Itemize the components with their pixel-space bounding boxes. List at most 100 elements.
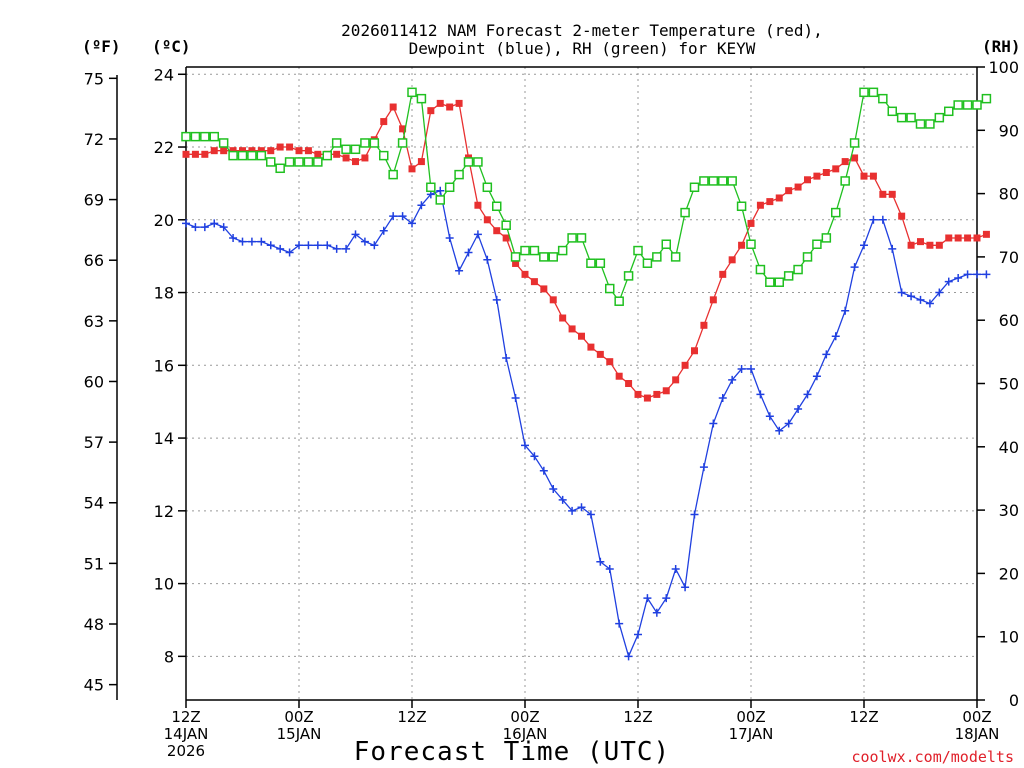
credit-text: coolwx.com/modelts: [851, 748, 1014, 766]
rh-point: [379, 150, 389, 161]
dewpoint-point: [615, 619, 624, 628]
rh-point: [294, 157, 304, 167]
rh-unit-label: (RH): [982, 37, 1021, 56]
fahrenheit-unit-label: (ºF): [82, 37, 121, 56]
dewpoint-point: [266, 241, 275, 250]
temperature-point: [954, 234, 962, 242]
dewpoint-point: [351, 230, 360, 239]
rh-point: [237, 150, 248, 161]
temperature-point: [898, 212, 906, 220]
dewpoint-point: [191, 223, 200, 232]
rh-point: [661, 239, 671, 249]
rh-point: [831, 207, 841, 218]
temperature-point: [643, 394, 651, 402]
dewpoint-point: [888, 244, 897, 253]
temperature-point: [832, 165, 840, 173]
dewpoint-point: [812, 372, 821, 381]
dewpoint-point: [860, 241, 868, 250]
dewpoint-point: [323, 241, 332, 250]
rh-point: [774, 277, 784, 287]
rh-point: [200, 131, 210, 142]
temperature-point: [540, 285, 548, 293]
fahrenheit-tick-label: 54: [84, 494, 104, 513]
time-tick-label: 12Z: [623, 708, 652, 726]
temperature-point: [691, 347, 698, 355]
time-tick-label: 18JAN: [955, 725, 1000, 743]
temperature-point: [982, 230, 990, 238]
celsius-axis: 8 10 12 14 16 18 20 22 24: [154, 65, 186, 666]
rh-point: [887, 106, 897, 117]
dewpoint-point: [530, 452, 539, 461]
temperature-point: [653, 390, 661, 398]
series-group: [181, 87, 992, 661]
fahrenheit-tick-label: 51: [84, 554, 104, 573]
temperature-point: [719, 270, 727, 278]
temperature-point: [342, 154, 350, 162]
temperature-point: [248, 147, 256, 155]
dewpoint-point: [831, 332, 840, 341]
rh-point: [539, 252, 549, 262]
dewpoint-point: [238, 237, 247, 246]
dewpoint-point: [539, 466, 548, 475]
temperature-point: [766, 198, 774, 206]
dewpoint-point: [521, 441, 529, 450]
dewpoint-point: [944, 277, 953, 286]
temperature-point: [436, 99, 444, 107]
dewpoint-point: [549, 485, 558, 493]
rh-tick-label: 30: [999, 501, 1019, 520]
rh-point: [689, 182, 700, 193]
rh-point: [896, 112, 907, 123]
rh-point: [765, 277, 775, 287]
time-tick-label: 00Z: [284, 708, 313, 726]
rh-line: [186, 91, 987, 303]
dewpoint-point: [897, 288, 906, 297]
rh-tick-label: 70: [999, 248, 1019, 267]
temperature-point: [512, 259, 520, 267]
rh-point: [407, 87, 417, 98]
temperature-point: [681, 361, 689, 369]
rh-point: [849, 138, 860, 148]
rh-point: [190, 131, 201, 142]
temperature-point: [333, 150, 341, 158]
dewpoint-point: [737, 364, 746, 373]
rh-point: [708, 176, 719, 186]
rh-tick-label: 40: [999, 438, 1019, 457]
rh-point: [642, 258, 653, 268]
temperature-point: [869, 172, 877, 180]
rh-series: [181, 87, 992, 306]
temperature-point: [389, 103, 397, 111]
rh-axis: 0 10 20 30 40 50 60 70 80 90 100: [977, 58, 1019, 710]
rh-point: [614, 296, 624, 306]
temperature-point: [964, 234, 972, 242]
dewpoint-point: [586, 510, 595, 519]
rh-point: [906, 112, 916, 123]
rh-point: [482, 182, 493, 193]
temperature-point: [399, 125, 407, 133]
temperature-series: [182, 99, 990, 402]
celsius-unit-label: (ºC): [152, 37, 191, 56]
rh-point: [284, 157, 295, 167]
temperature-point: [380, 118, 388, 126]
time-tick-label: 15JAN: [277, 725, 322, 743]
dewpoint-point: [728, 375, 737, 384]
temperature-point: [182, 150, 190, 158]
celsius-tick-label: 10: [154, 575, 174, 594]
fahrenheit-tick-label: 60: [84, 372, 104, 391]
dewpoint-point: [794, 404, 803, 413]
fahrenheit-tick-label: 45: [84, 676, 104, 695]
rh-point: [426, 182, 436, 193]
fahrenheit-tick-label: 69: [84, 191, 104, 210]
temperature-point: [662, 387, 670, 395]
temperature-point: [220, 147, 228, 155]
rh-point: [313, 157, 323, 167]
fahrenheit-tick-label: 48: [84, 615, 104, 634]
dewpoint-point: [389, 212, 398, 221]
dewpoint-point: [200, 223, 209, 232]
temperature-point: [286, 143, 294, 151]
temperature-point: [352, 158, 359, 166]
dewpoint-point: [671, 565, 680, 574]
rh-point: [878, 93, 888, 104]
dewpoint-point: [963, 270, 972, 279]
temperature-point: [935, 241, 943, 249]
dewpoint-point: [765, 412, 774, 421]
